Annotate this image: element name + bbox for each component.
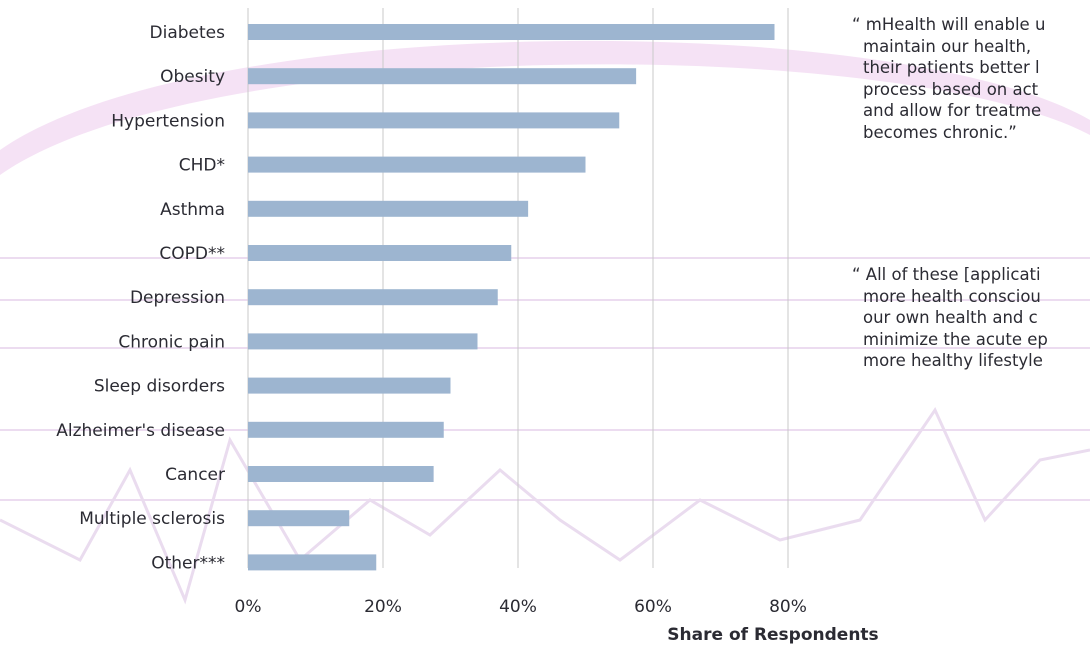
bar bbox=[248, 554, 377, 571]
category-label: Diabetes bbox=[150, 23, 226, 43]
quote-1: “ mHealth will enable u maintain our hea… bbox=[852, 14, 1090, 143]
quote-line: minimize the acute ep bbox=[863, 329, 1048, 349]
quote-line: process based on act bbox=[863, 79, 1039, 99]
category-label: Chronic pain bbox=[118, 332, 225, 352]
quote-line: “ mHealth will enable u bbox=[852, 15, 1046, 34]
bar bbox=[248, 289, 498, 306]
quote-line: “ All of these [applicati bbox=[852, 265, 1041, 284]
bar bbox=[248, 466, 434, 482]
category-label: Other*** bbox=[151, 553, 225, 573]
quote-line: their patients better l bbox=[863, 58, 1040, 77]
category-label: COPD** bbox=[159, 244, 225, 264]
quote-line: our own health and c bbox=[863, 308, 1038, 327]
bar bbox=[248, 510, 350, 527]
category-label: Cancer bbox=[165, 465, 225, 485]
quote-2: “ All of these [applicati more health co… bbox=[852, 264, 1090, 372]
bar bbox=[248, 112, 620, 129]
category-label: Asthma bbox=[160, 200, 225, 220]
quote-line: maintain our health, bbox=[863, 36, 1032, 56]
bar bbox=[248, 68, 637, 85]
category-label: Hypertension bbox=[111, 111, 225, 131]
bar bbox=[248, 377, 451, 394]
x-axis-title: Share of Respondents bbox=[667, 625, 878, 645]
quote-line: more healthy lifestyle bbox=[863, 351, 1043, 370]
bar bbox=[248, 24, 775, 40]
bar bbox=[248, 156, 586, 173]
bar bbox=[248, 333, 478, 350]
quote-line: and allow for treatme bbox=[863, 101, 1042, 120]
x-tick-label: 40% bbox=[499, 597, 537, 617]
category-label: Sleep disorders bbox=[94, 377, 225, 397]
category-label: Obesity bbox=[160, 67, 225, 87]
bar bbox=[248, 200, 529, 217]
x-tick-label: 80% bbox=[769, 597, 807, 617]
category-label: CHD* bbox=[179, 156, 225, 176]
category-label: Alzheimer's disease bbox=[56, 421, 225, 441]
x-tick-label: 60% bbox=[634, 597, 672, 617]
bar bbox=[248, 421, 444, 438]
quote-line: more health consciou bbox=[863, 286, 1041, 306]
category-label: Depression bbox=[130, 288, 225, 308]
x-tick-label: 20% bbox=[364, 597, 402, 617]
decorative-heartbeat-line bbox=[0, 406, 1090, 605]
quote-line: becomes chronic.” bbox=[863, 122, 1017, 142]
bar bbox=[248, 245, 512, 261]
x-tick-label: 0% bbox=[235, 597, 262, 617]
category-label: Multiple sclerosis bbox=[79, 509, 225, 529]
